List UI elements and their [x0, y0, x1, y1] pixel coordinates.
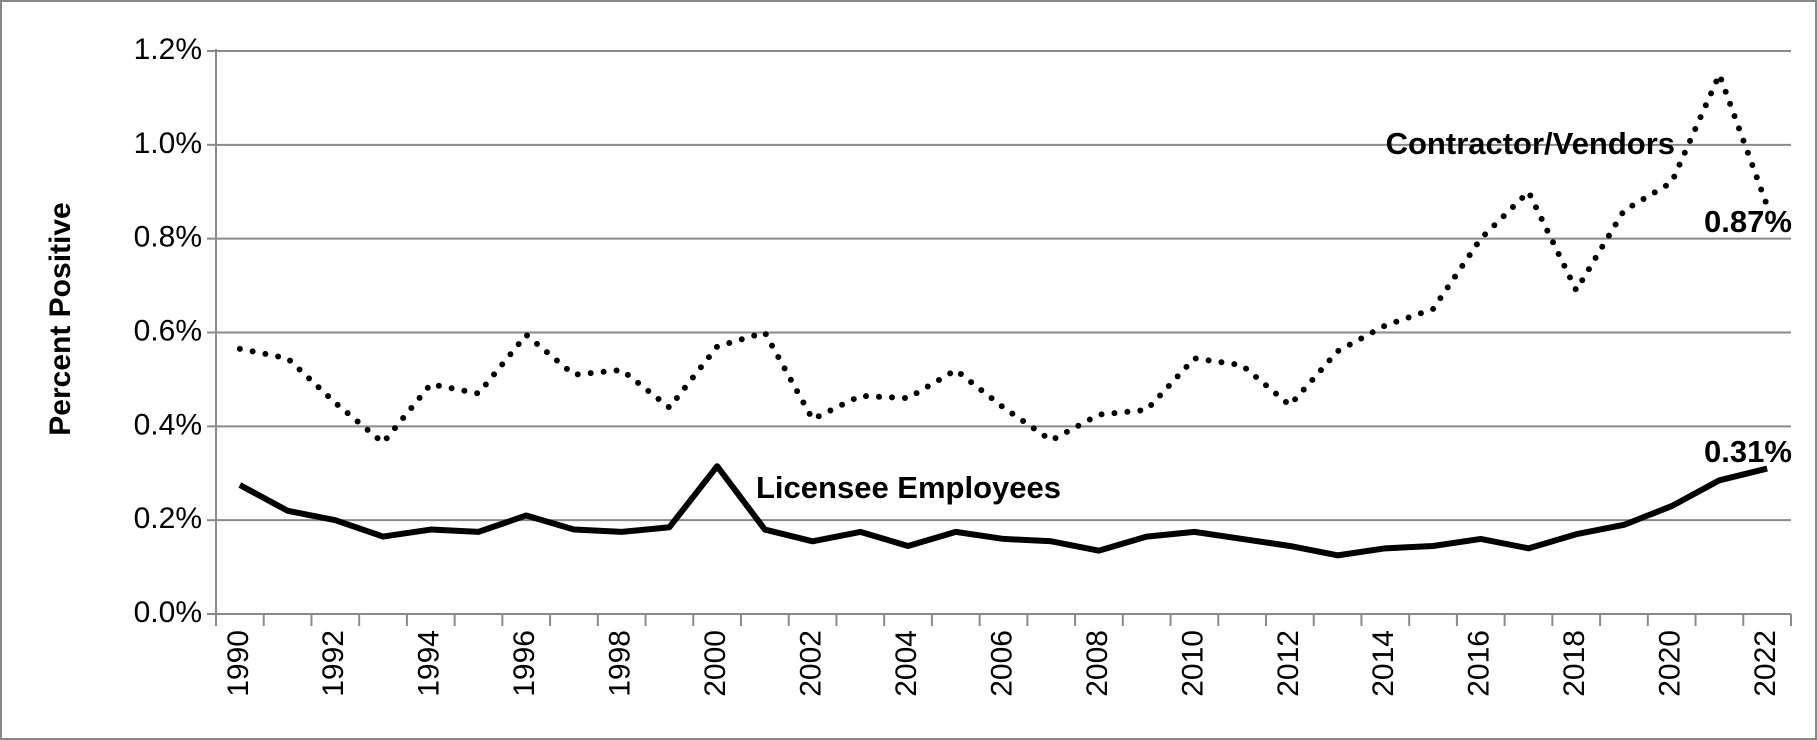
y-axis-title: Percent Positive	[44, 202, 77, 435]
x-tick-label: 1992	[317, 630, 350, 697]
y-tick-label: 1.0%	[134, 127, 202, 160]
x-tick-label: 1994	[413, 630, 446, 697]
data-label: 0.31%	[1704, 434, 1792, 469]
x-tick-label: 2008	[1081, 630, 1114, 697]
x-tick-label: 2010	[1176, 630, 1209, 697]
x-tick-label: 2002	[795, 630, 828, 697]
x-tick-label: 1990	[222, 630, 255, 697]
x-tick-label: 2018	[1558, 630, 1591, 697]
x-tick-label: 2020	[1654, 630, 1687, 697]
y-tick-label: 0.8%	[134, 221, 202, 254]
x-tick-label: 2000	[699, 630, 732, 697]
y-tick-label: 0.4%	[134, 408, 202, 441]
y-tick-label: 0.0%	[134, 596, 202, 629]
line-series	[236, 71, 1771, 446]
x-tick-label: 2006	[985, 630, 1018, 697]
x-tick-label: 2022	[1749, 630, 1782, 697]
y-tick-label: 0.6%	[134, 314, 202, 347]
x-tick-label: 2014	[1367, 630, 1400, 697]
x-tick-label: 2012	[1272, 630, 1305, 697]
x-tick-label: 1996	[508, 630, 541, 697]
data-label: 0.87%	[1704, 204, 1792, 239]
y-tick-label: 0.2%	[134, 502, 202, 535]
x-tick-label: 1998	[604, 630, 637, 697]
y-tick-label: 1.2%	[134, 33, 202, 66]
x-tick-label: 2004	[890, 630, 923, 697]
x-tick-label: 2016	[1463, 630, 1496, 697]
series-label: Licensee Employees	[756, 470, 1061, 505]
series-label: Contractor/Vendors	[1386, 126, 1675, 161]
line-series	[238, 463, 1768, 559]
